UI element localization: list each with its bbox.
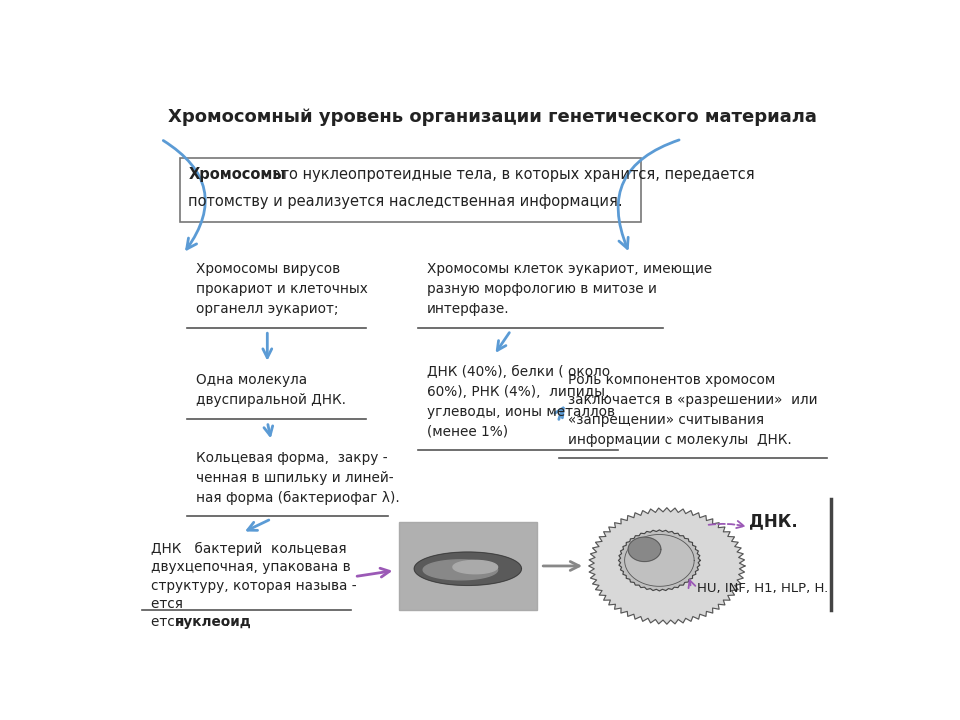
Text: ДНК   бактерий  кольцевая: ДНК бактерий кольцевая [152, 542, 347, 557]
FancyArrowPatch shape [555, 408, 564, 419]
Text: структуру, которая называ -: структуру, которая называ - [152, 579, 357, 593]
FancyArrowPatch shape [543, 562, 579, 570]
Text: Кольцевая форма,  закру -
ченная в шпильку и линей-
ная форма (бактериофаг λ).: Кольцевая форма, закру - ченная в шпильк… [196, 451, 399, 505]
Text: Роль компонентов хромосом
заключается в «разрешении»  или
«запрещении» считывани: Роль компонентов хромосом заключается в … [568, 373, 817, 447]
FancyArrowPatch shape [688, 580, 695, 588]
Text: Хромосомы: Хромосомы [188, 167, 286, 182]
FancyArrowPatch shape [497, 333, 510, 351]
Bar [180, 158, 641, 222]
Polygon shape [453, 560, 497, 574]
FancyArrowPatch shape [357, 568, 390, 577]
FancyArrowPatch shape [248, 520, 269, 531]
Text: .: . [225, 616, 229, 629]
FancyArrowPatch shape [264, 425, 273, 436]
Polygon shape [415, 552, 521, 585]
Text: Хромосомы клеток эукариот, имеющие
разную морфологию в митозе и
интерфазе.: Хромосомы клеток эукариот, имеющие разну… [426, 262, 711, 316]
Text: ется: ется [152, 616, 187, 629]
Text: HU, INF, H1, HLP, H.: HU, INF, H1, HLP, H. [697, 582, 828, 595]
Polygon shape [628, 537, 660, 562]
Text: ДНК (40%), белки ( около
60%), РНК (4%),  липиды,
углеводы, ионы металлов
(менее: ДНК (40%), белки ( около 60%), РНК (4%),… [426, 365, 614, 439]
Polygon shape [618, 530, 701, 591]
Text: - это нуклеопротеидные тела, в которых хранится, передается: - это нуклеопротеидные тела, в которых х… [257, 167, 755, 182]
Text: Одна молекула
двуспиральной ДНК.: Одна молекула двуспиральной ДНК. [196, 373, 346, 407]
Text: двухцепочная, упакована в: двухцепочная, упакована в [152, 560, 350, 575]
Bar [399, 521, 537, 611]
FancyArrowPatch shape [618, 140, 679, 248]
Polygon shape [588, 508, 745, 624]
Text: ется: ется [152, 597, 187, 611]
Text: нуклеоид: нуклеоид [175, 616, 252, 629]
Text: ДНК.: ДНК. [749, 513, 798, 531]
Text: Хромосомный уровень организации генетического материала: Хромосомный уровень организации генетиче… [168, 108, 816, 126]
Polygon shape [423, 560, 497, 580]
FancyArrowPatch shape [263, 333, 272, 358]
Text: потомству и реализуется наследственная информация.: потомству и реализуется наследственная и… [188, 194, 623, 209]
FancyArrowPatch shape [708, 521, 744, 528]
Text: Хромосомы вирусов
прокариот и клеточных
органелл эукариот;: Хромосомы вирусов прокариот и клеточных … [196, 262, 368, 316]
FancyArrowPatch shape [163, 140, 205, 249]
